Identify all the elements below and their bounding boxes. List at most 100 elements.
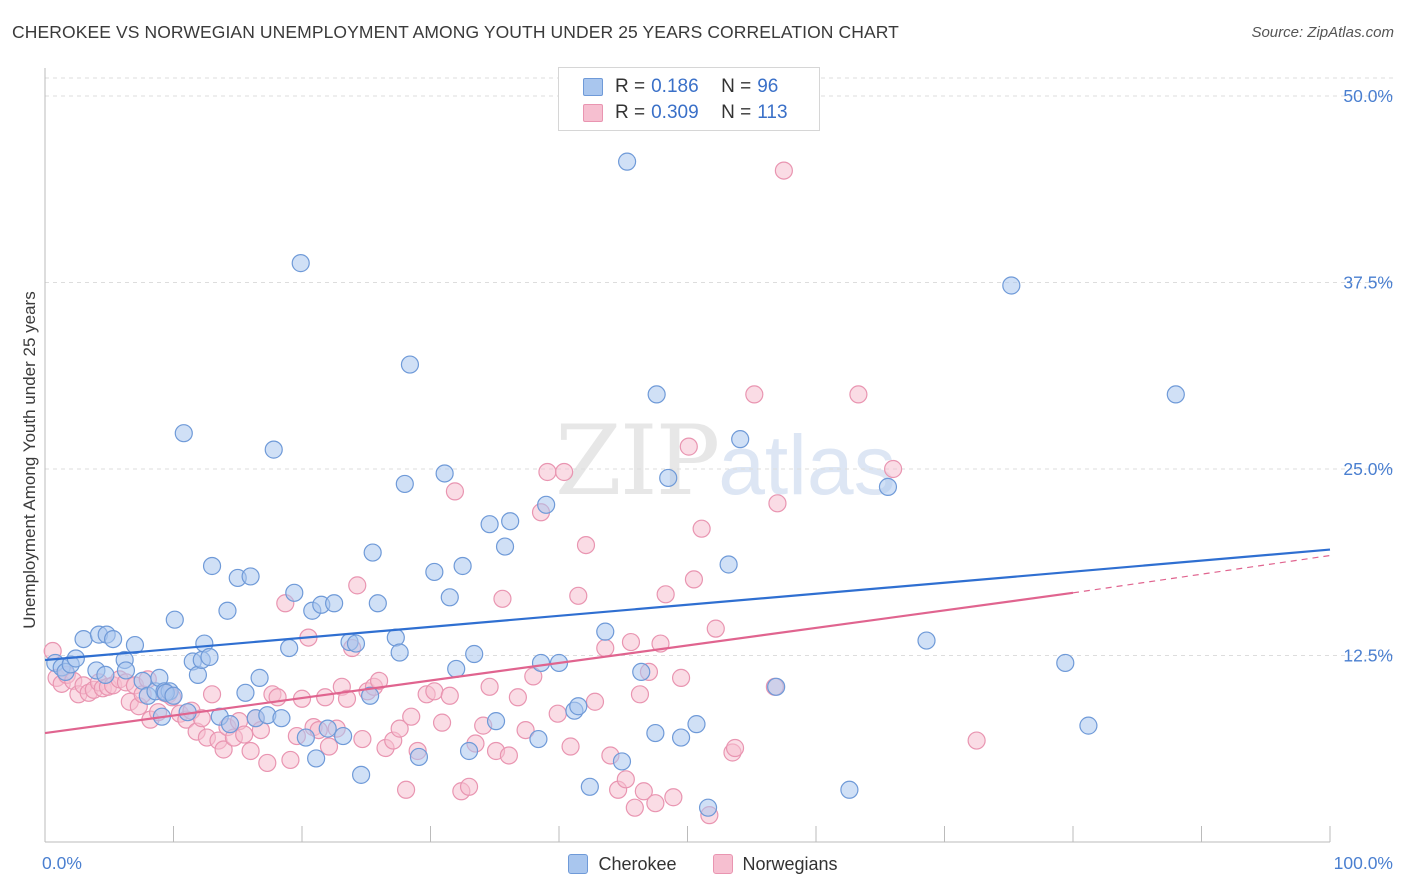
cherokee-point [241,567,260,586]
cherokee-point [425,562,444,582]
cherokee-point [596,622,615,641]
x-tick-label: 100.0% [1334,853,1393,873]
cherokee-point [501,512,520,531]
norwegians-point [493,589,512,608]
cherokee-point [459,741,479,761]
cherokee-point [647,385,666,404]
cherokee-point [440,588,459,607]
cherokee-point [125,635,145,655]
watermark-zip: ZIP [555,405,720,517]
cherokee-point [409,747,429,767]
cherokee-point [917,631,936,650]
cherokee-point [465,644,484,664]
norwegians-n-label: N = [721,102,752,123]
cherokee-point [435,464,454,483]
norwegians-point [561,737,580,756]
norwegians-point [459,777,479,796]
cherokee-legend-swatch [568,854,589,874]
cherokee-point [671,728,691,747]
norwegians-point [684,570,704,589]
norwegians-point [353,729,372,749]
cherokee-point [400,355,420,374]
cherokee-point [646,723,665,743]
cherokee-point [486,712,506,731]
norwegians-point [241,741,260,761]
cherokee-point [386,628,405,647]
cherokee-trend-line [44,548,1331,662]
cherokee-point [74,629,93,649]
cherokee-point [659,468,678,488]
norwegians-point [319,737,339,756]
norwegians-point [849,385,868,404]
x-tick-label: 0.0% [42,853,82,873]
norwegians-point [337,689,357,708]
cherokee-point [307,749,326,768]
cherokee-point [218,601,237,620]
norwegians-point [425,682,444,701]
cherokee-point [318,719,337,738]
norwegians-legend-swatch [712,854,733,874]
legend-item-cherokee[interactable]: Cherokee [568,851,677,877]
cherokee-point [612,752,632,771]
y-tick-label: 25.0% [1343,459,1393,479]
cherokee-point [368,594,387,613]
cherokee-point [878,477,898,497]
norwegians-point [621,632,641,652]
norwegians-point [214,740,233,759]
norwegians-point [258,753,277,773]
cherokee-point [116,661,136,680]
cherokee-point [291,254,310,273]
cherokee-r-label: R = [615,76,646,97]
cherokee-point [529,729,548,749]
cherokee-point [296,728,315,747]
norwegians-point [576,535,596,555]
norwegians-r-value: 0.309 [651,102,699,123]
norwegians-point [625,798,644,817]
cherokee-point [767,677,786,696]
norwegians-point [634,782,653,801]
cherokee-point [363,543,382,562]
stats-row-cherokee: R = 0.186 N = 96 [583,74,778,100]
watermark-atlas: atlas [718,418,896,512]
legend-item-norwegians[interactable]: Norwegians [712,851,838,877]
cherokee-point [334,726,353,746]
cherokee-point [188,665,208,684]
cherokee-point [632,662,651,682]
norwegians-point [967,731,986,750]
cherokee-point [1002,276,1021,295]
cherokee-point [174,424,193,443]
cherokee-point [495,537,515,556]
chart-title: CHEROKEE VS NORWEGIAN UNEMPLOYMENT AMONG… [12,22,899,42]
norwegians-point [524,667,543,686]
legend-label-cherokee: Cherokee [598,853,677,874]
norwegians-point [235,725,254,744]
cherokee-point [325,594,344,613]
y-tick-label: 37.5% [1343,273,1393,293]
norwegians-r-label: R = [615,102,646,123]
norwegians-point [445,482,465,501]
norwegians-point [679,437,698,456]
cherokee-point [569,697,588,716]
cherokee-point [395,474,414,494]
norwegians-point [281,750,300,770]
y-tick-label: 12.5% [1343,646,1393,666]
norwegians-point [671,668,691,687]
norwegians-point [390,719,409,738]
cherokee-point [200,647,219,667]
series-legend: Cherokee Norwegians [0,851,1406,877]
norwegians-point [202,685,222,704]
cherokee-point [531,653,551,673]
norwegians-point [555,462,574,482]
norwegians-point [402,707,421,726]
norwegians-point [316,688,335,707]
norwegians-point [692,519,711,538]
norwegians-point [538,462,557,482]
y-tick-label: 50.0% [1343,86,1393,106]
cherokee-point [104,629,123,649]
cherokee-point [1079,716,1098,735]
norwegians-point [370,671,389,690]
norwegians-point [499,746,518,765]
cherokee-point [202,556,222,576]
cherokee-point [453,556,472,576]
cherokee-point [346,634,366,653]
